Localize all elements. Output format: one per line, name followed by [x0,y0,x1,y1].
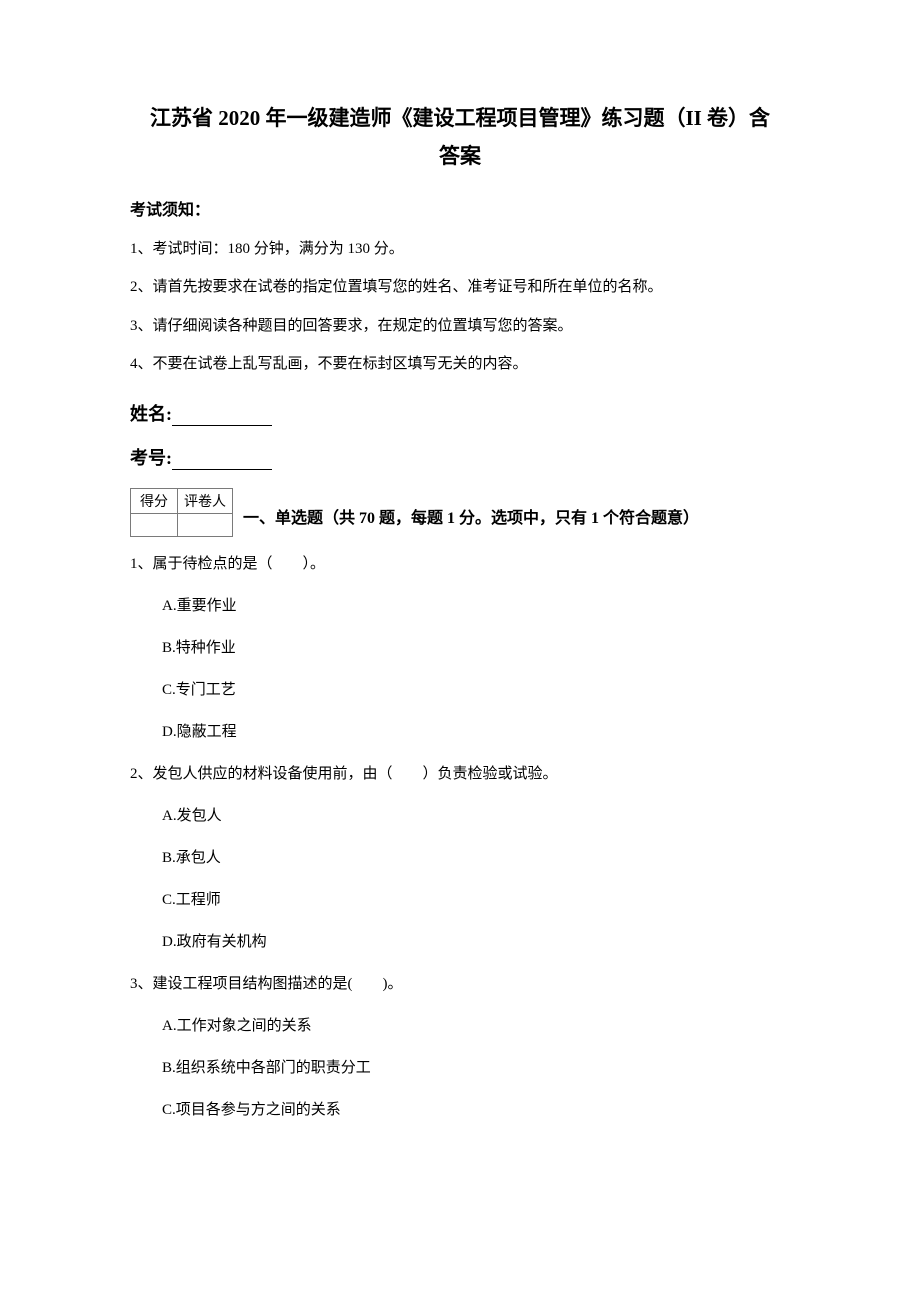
exam-title: 江苏省 2020 年一级建造师《建设工程项目管理》练习题（II 卷）含 答案 [130,100,790,176]
question-2: 2、发包人供应的材料设备使用前，由（ ）负责检验或试验。 [130,759,790,789]
score-header: 得分 [131,488,178,513]
id-line: 考号: [130,444,790,470]
exam-page: 江苏省 2020 年一级建造师《建设工程项目管理》练习题（II 卷）含 答案 考… [0,0,920,1302]
title-line-1: 江苏省 2020 年一级建造师《建设工程项目管理》练习题（II 卷）含 [130,100,790,138]
question-1-option-c: C.专门工艺 [130,675,790,705]
score-cell[interactable] [131,513,178,536]
score-table-value-row [131,513,233,536]
notice-heading: 考试须知： [130,196,790,220]
title-line-2: 答案 [130,138,790,176]
instruction-1: 1、考试时间：180 分钟，满分为 130 分。 [130,232,790,267]
instruction-3: 3、请仔细阅读各种题目的回答要求，在规定的位置填写您的答案。 [130,309,790,344]
name-blank[interactable] [172,407,272,426]
grader-header: 评卷人 [178,488,233,513]
question-2-option-b: B.承包人 [130,843,790,873]
instruction-4: 4、不要在试卷上乱写乱画，不要在标封区填写无关的内容。 [130,347,790,382]
score-table: 得分 评卷人 [130,488,233,537]
instruction-2: 2、请首先按要求在试卷的指定位置填写您的姓名、准考证号和所在单位的名称。 [130,270,790,305]
question-3-option-c: C.项目各参与方之间的关系 [130,1095,790,1125]
question-1: 1、属于待检点的是（ ）。 [130,549,790,579]
question-1-option-d: D.隐蔽工程 [130,717,790,747]
question-2-option-c: C.工程师 [130,885,790,915]
question-2-option-a: A.发包人 [130,801,790,831]
id-label: 考号: [130,448,172,468]
question-2-option-d: D.政府有关机构 [130,927,790,957]
question-3-option-b: B.组织系统中各部门的职责分工 [130,1053,790,1083]
score-section-row: 得分 评卷人 一、单选题（共 70 题，每题 1 分。选项中，只有 1 个符合题… [130,488,790,537]
score-table-header-row: 得分 评卷人 [131,488,233,513]
grader-cell[interactable] [178,513,233,536]
question-3: 3、建设工程项目结构图描述的是( )。 [130,969,790,999]
question-1-option-b: B.特种作业 [130,633,790,663]
id-blank[interactable] [172,451,272,470]
section-title: 一、单选题（共 70 题，每题 1 分。选项中，只有 1 个符合题意） [243,488,699,532]
name-label: 姓名: [130,404,172,424]
question-3-option-a: A.工作对象之间的关系 [130,1011,790,1041]
question-1-option-a: A.重要作业 [130,591,790,621]
name-line: 姓名: [130,400,790,426]
